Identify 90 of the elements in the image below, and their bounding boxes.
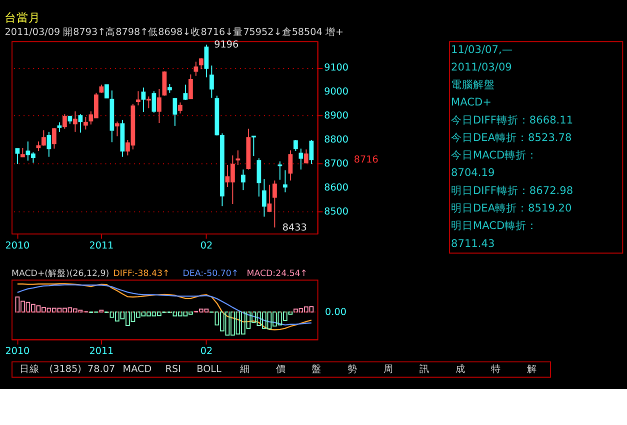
candlestick — [104, 84, 109, 98]
y-tick-label: 8900 — [324, 110, 349, 122]
candlestick — [115, 121, 120, 137]
candlestick — [267, 184, 272, 212]
candlestick — [57, 122, 62, 132]
text: 勢 — [348, 362, 358, 375]
candlestick — [236, 150, 240, 166]
candlestick — [183, 84, 188, 101]
x-tick-label: 2010 — [5, 346, 30, 358]
text: 價 — [276, 364, 286, 375]
candlestick — [146, 96, 151, 109]
y-tick-label: 9100 — [324, 62, 349, 74]
candlestick — [298, 148, 304, 170]
text: MACD+ — [451, 96, 492, 109]
x-tick-label: 2011 — [89, 346, 114, 358]
candlestick — [73, 110, 78, 132]
candlestick — [294, 140, 298, 152]
candlestick — [262, 178, 266, 218]
candlestick — [252, 136, 256, 157]
series-label: DEA:-50.70↑ — [182, 268, 239, 279]
text: 特 — [491, 362, 502, 375]
candlestick — [141, 87, 146, 112]
text: 今日MACD轉折： — [451, 150, 538, 162]
text: RSI — [165, 364, 181, 375]
candlestick — [272, 180, 277, 228]
chart-title: 台當月 — [4, 10, 41, 25]
text: 8716 — [354, 154, 378, 166]
text: 8711.43 — [451, 238, 495, 250]
text: 盤 — [312, 362, 322, 375]
text: 解 — [527, 364, 538, 375]
candlestick — [136, 90, 140, 106]
x-tick-label: 2011 — [89, 240, 114, 252]
chart-subtitle: 2011/03/09 開8793↑高8798↑低8698↓收8716↓量75952↓倉58504 增+ — [4, 26, 344, 38]
candlestick — [194, 61, 198, 76]
text: 今日DIFF轉折：8668.11 — [451, 114, 574, 126]
candlestick — [188, 74, 193, 100]
candlestick — [304, 148, 308, 164]
text: 8704.19 — [451, 167, 495, 180]
candlestick — [20, 147, 25, 158]
text: 電腦解盤 — [451, 79, 496, 92]
text: 成 — [455, 362, 466, 375]
text: 日線 — [19, 364, 40, 375]
candlestick — [15, 148, 20, 164]
text: (3185) — [49, 364, 82, 375]
text: 明日MACD轉折： — [451, 220, 538, 232]
candlestick — [288, 150, 293, 181]
candlestick — [62, 114, 67, 130]
y-tick-label: 8600 — [324, 182, 349, 194]
bar — [99, 310, 104, 312]
candlestick — [283, 170, 288, 193]
candlestick — [241, 169, 246, 191]
series-label: DIFF:-38.43↑ — [113, 268, 170, 279]
candlestick — [210, 65, 214, 98]
text: 2011/03/09 — [451, 61, 512, 74]
candlestick — [46, 131, 52, 158]
text: 細 — [238, 364, 250, 375]
text: MACD — [122, 364, 152, 375]
annotation: 8433 — [282, 222, 307, 234]
candlestick — [78, 114, 83, 134]
text: 今日DEA轉折：8523.78 — [451, 132, 572, 144]
chart-title: MACD+(解盤)(26,12,9) — [12, 268, 110, 279]
candlestick — [157, 88, 162, 124]
candlestick — [309, 140, 314, 164]
text: 78.07 — [88, 364, 116, 375]
candlestick — [84, 116, 88, 130]
x-tick-label: 02 — [200, 240, 213, 252]
text: BOLL — [196, 364, 222, 375]
text: 11/03/07,— — [451, 44, 513, 56]
candlestick — [172, 97, 178, 126]
candlestick — [278, 160, 282, 180]
text: 周 — [384, 364, 394, 375]
x-tick-label: 02 — [200, 346, 213, 358]
text: 明日DEA轉折：8519.20 — [451, 202, 572, 214]
annotation: 9196 — [214, 40, 239, 51]
y-tick-label: 8700 — [324, 158, 349, 170]
text: MACD:24.54↑ — [246, 268, 308, 279]
candlestick — [52, 128, 56, 150]
candlestick — [178, 102, 182, 114]
candlestick — [204, 44, 209, 78]
candlestick — [199, 58, 204, 70]
y-tick-label: 9000 — [324, 86, 349, 98]
x-tick-label: 2010 — [5, 240, 30, 252]
candlestick — [152, 90, 156, 114]
candlestick — [256, 158, 262, 198]
ref-line-label: 0.00 — [325, 306, 346, 318]
candlestick — [42, 130, 46, 146]
y-tick-label: 8500 — [324, 206, 349, 218]
y-tick-label: 8800 — [324, 134, 349, 146]
text: 訊 — [419, 362, 430, 375]
text: 明日DIFF轉折：8672.98 — [451, 184, 574, 197]
